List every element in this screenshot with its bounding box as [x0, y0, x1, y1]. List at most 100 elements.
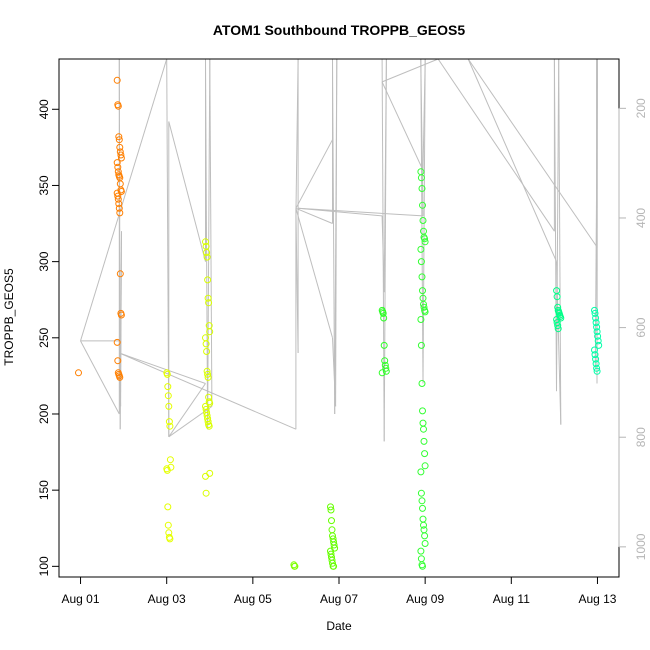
data-point	[420, 303, 428, 311]
trace-segment	[420, 59, 424, 384]
data-point	[117, 311, 125, 319]
trace-segment	[298, 207, 424, 217]
data-point	[380, 341, 388, 349]
data-point	[330, 562, 338, 570]
data-point	[205, 422, 213, 430]
data-point	[418, 497, 426, 505]
data-point	[115, 133, 123, 141]
data-point	[206, 328, 214, 336]
data-point	[117, 154, 125, 162]
right-tick-label: 600	[634, 317, 648, 337]
data-point	[327, 506, 335, 514]
y-tick-label: 200	[37, 404, 51, 424]
data-point	[202, 334, 209, 342]
data-point	[75, 369, 82, 377]
data-point	[418, 273, 426, 281]
data-point	[163, 466, 171, 474]
data-point	[419, 201, 426, 209]
data-point	[417, 168, 425, 176]
data-point	[204, 418, 212, 426]
trace-segment	[556, 59, 560, 392]
data-point	[205, 299, 213, 307]
data-point	[419, 419, 427, 427]
data-point	[592, 360, 600, 368]
data-point	[419, 562, 426, 570]
trace-segment	[168, 383, 206, 438]
data-point	[202, 238, 209, 246]
data-point	[421, 308, 429, 316]
data-point	[419, 287, 426, 295]
data-point	[116, 373, 124, 381]
data-point	[554, 322, 562, 330]
trace-segment	[383, 59, 387, 293]
x-tick-label: Aug 09	[406, 592, 444, 606]
data-point	[381, 357, 389, 365]
data-point	[328, 517, 335, 525]
data-point	[420, 437, 428, 445]
trace-segment	[335, 59, 338, 407]
trace-segment	[295, 208, 333, 338]
data-point	[421, 235, 429, 243]
x-tick-label: Aug 11	[493, 592, 530, 606]
data-point	[421, 238, 429, 246]
data-point	[592, 355, 600, 363]
y-tick-label: 400	[37, 99, 51, 119]
chart-title: ATOM1 Southbound TROPPB_GEOS5	[213, 22, 465, 38]
y-tick-label: 150	[37, 480, 51, 500]
data-point	[204, 373, 212, 381]
data-point	[203, 253, 211, 261]
data-point	[417, 258, 425, 266]
trace-segment	[467, 59, 557, 262]
data-point	[164, 392, 172, 400]
data-point	[553, 287, 561, 295]
data-point	[206, 469, 214, 477]
trace-segment	[80, 59, 168, 342]
data-point	[591, 351, 599, 359]
trace-segment	[556, 261, 562, 425]
x-tick-label: Aug 13	[578, 592, 616, 606]
data-point	[419, 515, 427, 523]
right-tick-label: 1000	[634, 533, 648, 560]
data-point	[417, 555, 425, 563]
right-tick-label: 800	[634, 427, 648, 447]
trace-segment	[422, 59, 426, 384]
data-point	[202, 472, 209, 480]
data-point	[419, 294, 427, 302]
data-point	[382, 364, 390, 372]
data-point	[113, 159, 121, 167]
x-tick-label: Aug 05	[234, 592, 272, 606]
data-point	[330, 541, 338, 549]
data-point	[378, 369, 386, 377]
trace-segment	[332, 337, 337, 407]
data-point	[417, 341, 425, 349]
data-point	[421, 532, 429, 540]
data-point	[592, 314, 600, 322]
data-point	[593, 328, 601, 336]
data-point	[419, 504, 426, 512]
data-point	[113, 338, 121, 346]
data-point	[379, 309, 387, 317]
data-point	[593, 364, 601, 372]
right-tick-label: 400	[634, 208, 648, 228]
data-point	[421, 540, 429, 547]
y-axis-label: TROPPB_GEOS5	[2, 268, 16, 366]
data-point	[592, 319, 600, 327]
x-axis-label: Date	[326, 619, 352, 633]
trace-segment	[295, 208, 299, 354]
data-point	[116, 209, 124, 217]
data-point	[595, 341, 603, 349]
data-point	[204, 370, 212, 378]
data-point	[202, 340, 210, 348]
x-axis: Aug 01 Aug 03 Aug 05 Aug 07 Aug 09 Aug 11 Aug …	[62, 577, 617, 606]
data-point	[591, 306, 598, 314]
data-point	[417, 489, 425, 497]
data-point	[557, 314, 565, 322]
data-point	[291, 562, 299, 570]
data-point	[419, 217, 427, 224]
data-point	[202, 489, 210, 497]
data-point	[421, 450, 429, 458]
data-point	[113, 76, 121, 84]
data-point	[116, 180, 124, 188]
data-point	[165, 402, 173, 410]
data-point	[164, 383, 172, 391]
